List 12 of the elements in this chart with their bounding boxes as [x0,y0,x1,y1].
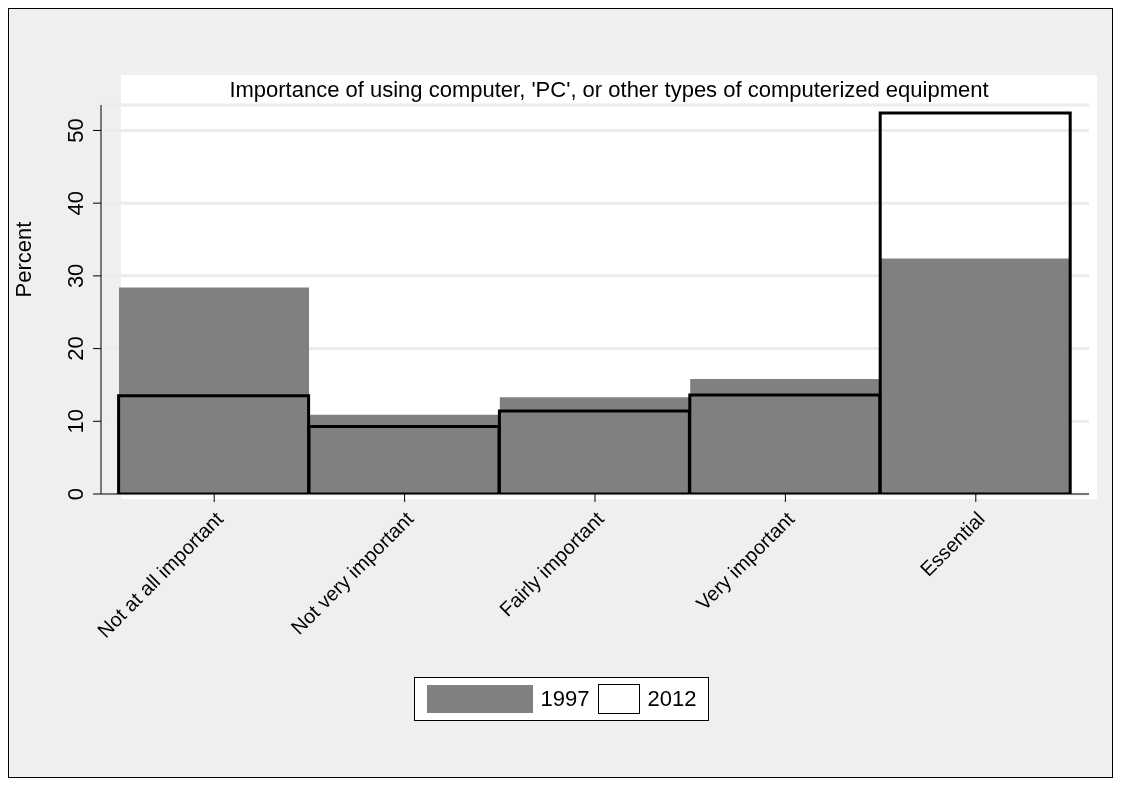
y-tick-label: 40 [63,190,88,216]
bar [119,287,309,494]
y-tick-label: 10 [63,409,88,434]
chart-title: Importance of using computer, 'PC', or other types of computerized equipment [228,77,990,103]
legend-label: 1997 [540,686,590,712]
y-tick-label: 20 [63,336,88,361]
y-axis-title: Percent [10,221,36,298]
y-tick-label: 0 [63,487,88,501]
legend-label: 2012 [647,686,697,712]
y-tick-label: 50 [63,118,88,143]
bar [880,258,1071,494]
y-tick-label: 30 [63,263,88,289]
